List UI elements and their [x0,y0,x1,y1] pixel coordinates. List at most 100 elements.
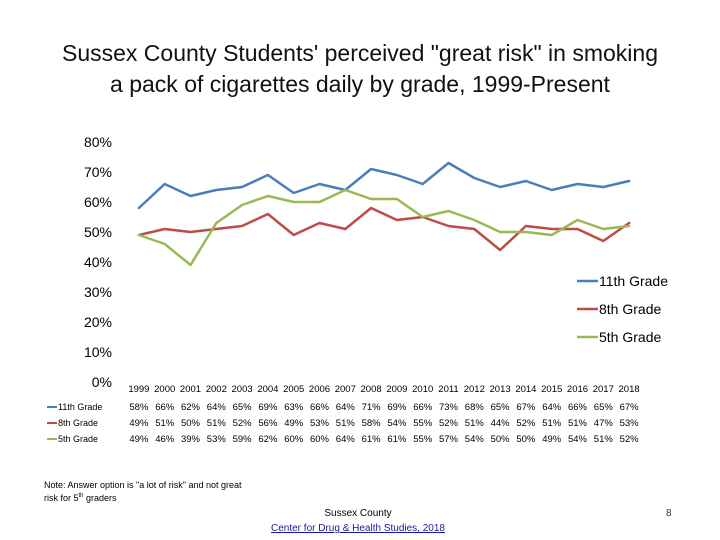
data-label: 56% [258,418,278,429]
data-label: 54% [568,434,588,445]
x-tick-label: 2005 [283,384,304,395]
series-line-5th-grade [137,188,631,267]
data-label: 51% [594,434,614,445]
x-tick-label: 2008 [361,384,382,395]
data-label: 67% [516,402,536,413]
x-tick-label: 2010 [412,384,433,395]
source-credit: Sussex County Center for Drug & Health S… [248,506,468,536]
data-label: 50% [181,418,201,429]
data-label: 69% [258,402,278,413]
data-label: 52% [233,418,253,429]
data-label: 62% [258,434,278,445]
x-tick-label: 2004 [257,384,278,395]
x-tick-label: 2000 [154,384,175,395]
y-tick-label: 80% [84,134,112,150]
y-tick-label: 60% [84,194,112,210]
source-org: Sussex County [324,508,392,519]
data-label: 69% [387,402,407,413]
data-label: 50% [491,434,511,445]
data-label: 64% [207,402,227,413]
x-tick-label: 2011 [438,384,458,395]
data-label: 66% [310,402,330,413]
data-label: 49% [129,418,149,429]
footnote: Note: Answer option is "a lot of risk" a… [44,480,244,504]
y-tick-label: 50% [84,224,112,240]
footnote-text: Note: Answer option is "a lot of risk" a… [44,480,242,503]
data-label: 66% [155,402,175,413]
data-label: 73% [439,402,459,413]
data-label: 66% [413,402,433,413]
table-row-header: 11th Grade [58,402,102,412]
data-label: 47% [594,418,614,429]
data-label: 46% [155,434,175,445]
table-row-header: 5th Grade [58,434,98,444]
source-link[interactable]: Center for Drug & Health Studies, 2018 [271,523,445,534]
chart-title-line-2: a pack of cigarettes daily by grade, 199… [110,71,610,97]
data-label: 67% [620,402,640,413]
legend-label: 11th Grade [599,273,668,289]
chart-title-line-1: Sussex County Students' perceived "great… [61,40,658,66]
data-label: 64% [542,402,562,413]
page-number: 8 [666,508,672,519]
x-tick-label: 2015 [541,384,562,395]
footnote-text-end: graders [83,493,117,503]
data-label: 65% [491,402,511,413]
x-tick-label: 2012 [464,384,485,395]
data-label: 58% [129,402,149,413]
data-label: 66% [568,402,588,413]
data-label: 62% [181,402,201,413]
data-label: 53% [207,434,227,445]
data-label: 49% [542,434,562,445]
x-tick-label: 1999 [128,384,149,395]
data-label: 61% [387,434,407,445]
data-label: 52% [516,418,536,429]
y-tick-label: 20% [84,314,112,330]
data-label: 49% [129,434,149,445]
x-tick-label: 2016 [567,384,588,395]
data-label: 51% [155,418,175,429]
y-tick-label: 70% [84,164,112,180]
y-tick-label: 0% [92,374,112,390]
y-tick-label: 10% [84,344,112,360]
data-label: 51% [336,418,356,429]
x-tick-label: 2018 [619,384,640,395]
data-label: 59% [233,434,253,445]
chart-title: Sussex County Students' perceived "great… [20,38,700,100]
data-label: 49% [284,418,304,429]
data-label: 51% [568,418,588,429]
x-tick-label: 2017 [593,384,614,395]
data-label: 53% [310,418,330,429]
x-tick-label: 2002 [206,384,227,395]
data-label: 64% [336,402,356,413]
data-label: 52% [620,434,640,445]
data-label: 51% [465,418,485,429]
data-label: 65% [594,402,614,413]
x-tick-label: 2009 [386,384,407,395]
footnote-superscript: th [78,493,84,499]
data-label: 39% [181,434,201,445]
x-tick-label: 2014 [515,384,536,395]
x-tick-label: 2007 [335,384,356,395]
series-line-11th-grade [137,161,631,210]
data-label: 68% [465,402,485,413]
data-label: 51% [542,418,562,429]
data-label: 57% [439,434,459,445]
data-label: 64% [336,434,356,445]
data-label: 60% [310,434,330,445]
data-label: 51% [207,418,227,429]
table-row-header: 8th Grade [58,418,98,428]
series-line-8th-grade [137,206,631,252]
data-label: 52% [439,418,459,429]
data-label: 54% [387,418,407,429]
data-label: 55% [413,418,433,429]
data-label: 60% [284,434,304,445]
data-label: 65% [233,402,253,413]
data-label: 55% [413,434,433,445]
x-tick-label: 2013 [490,384,511,395]
data-label: 58% [362,418,382,429]
data-label: 53% [620,418,640,429]
x-tick-label: 2003 [232,384,253,395]
y-tick-label: 30% [84,284,112,300]
data-label: 71% [362,402,382,413]
